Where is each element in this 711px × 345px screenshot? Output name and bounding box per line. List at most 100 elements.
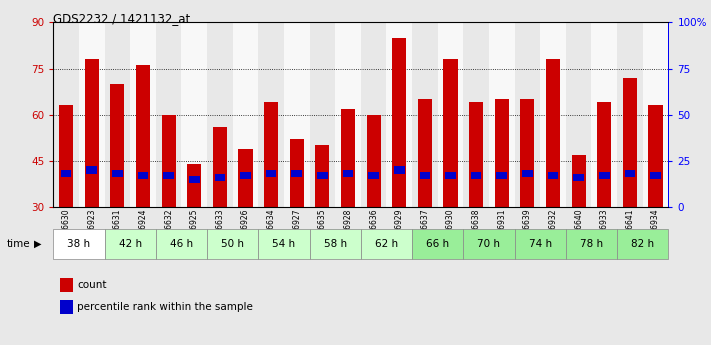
Bar (471, 172, 481, 179)
Bar (444, 59, 458, 207)
Bar (540, 22, 566, 207)
Bar (215, 174, 225, 181)
Bar (445, 172, 456, 179)
Bar (240, 172, 251, 179)
Bar (546, 59, 560, 207)
Text: 54 h: 54 h (272, 239, 296, 249)
Bar (489, 22, 515, 207)
Bar (360, 22, 387, 207)
Bar (566, 22, 592, 207)
Bar (464, 229, 515, 259)
Text: time: time (7, 239, 31, 249)
Bar (61, 170, 71, 177)
Bar (309, 229, 360, 259)
Bar (368, 172, 379, 179)
Bar (617, 22, 643, 207)
Bar (112, 170, 123, 177)
Text: 62 h: 62 h (375, 239, 398, 249)
Bar (343, 170, 353, 177)
Bar (136, 66, 150, 207)
Text: ▶: ▶ (34, 239, 42, 249)
Bar (105, 229, 156, 259)
Text: 70 h: 70 h (478, 239, 501, 249)
Bar (547, 172, 558, 179)
Bar (392, 38, 406, 207)
Bar (130, 22, 156, 207)
Bar (617, 229, 668, 259)
Bar (207, 229, 258, 259)
Text: 66 h: 66 h (426, 239, 449, 249)
Bar (79, 22, 105, 207)
Bar (648, 106, 663, 207)
Bar (341, 109, 355, 207)
Bar (59, 106, 73, 207)
Bar (258, 22, 284, 207)
Bar (138, 172, 149, 179)
Text: 42 h: 42 h (119, 239, 141, 249)
Bar (496, 172, 507, 179)
Text: count: count (77, 280, 107, 289)
Bar (266, 170, 277, 177)
Bar (592, 22, 617, 207)
Bar (419, 172, 430, 179)
Bar (515, 22, 540, 207)
Bar (625, 170, 635, 177)
Text: 82 h: 82 h (631, 239, 654, 249)
Bar (643, 22, 668, 207)
Bar (469, 102, 483, 207)
Bar (317, 172, 328, 179)
Text: percentile rank within the sample: percentile rank within the sample (77, 302, 253, 312)
Bar (105, 22, 130, 207)
Bar (515, 229, 566, 259)
Bar (258, 229, 309, 259)
Bar (309, 22, 335, 207)
Bar (284, 22, 309, 207)
Bar (264, 102, 278, 207)
Text: 78 h: 78 h (580, 239, 603, 249)
Bar (623, 78, 637, 207)
Bar (418, 99, 432, 207)
Bar (438, 22, 464, 207)
Bar (164, 172, 174, 179)
Bar (394, 166, 405, 174)
Bar (316, 146, 329, 207)
Bar (53, 22, 79, 207)
Bar (181, 22, 207, 207)
Text: 50 h: 50 h (221, 239, 244, 249)
Bar (232, 22, 258, 207)
Bar (292, 170, 302, 177)
Bar (289, 139, 304, 207)
Bar (464, 22, 489, 207)
Bar (572, 155, 586, 207)
Bar (156, 22, 181, 207)
Bar (360, 229, 412, 259)
Bar (412, 22, 438, 207)
Bar (335, 22, 360, 207)
Bar (110, 84, 124, 207)
Bar (566, 229, 617, 259)
Bar (367, 115, 380, 207)
Bar (156, 229, 207, 259)
Bar (387, 22, 412, 207)
Bar (187, 164, 201, 207)
Bar (495, 99, 509, 207)
Bar (520, 99, 535, 207)
Bar (597, 102, 611, 207)
Bar (599, 172, 609, 179)
Bar (85, 59, 99, 207)
Text: 74 h: 74 h (529, 239, 552, 249)
Bar (189, 176, 200, 183)
Bar (87, 166, 97, 174)
Bar (522, 170, 533, 177)
Bar (573, 174, 584, 181)
Bar (412, 229, 464, 259)
Bar (161, 115, 176, 207)
Text: 38 h: 38 h (68, 239, 90, 249)
Bar (651, 172, 661, 179)
Text: GDS2232 / 1421132_at: GDS2232 / 1421132_at (53, 12, 191, 25)
Bar (207, 22, 232, 207)
Bar (238, 149, 252, 207)
Bar (213, 127, 227, 207)
Text: 58 h: 58 h (324, 239, 347, 249)
Bar (53, 229, 105, 259)
